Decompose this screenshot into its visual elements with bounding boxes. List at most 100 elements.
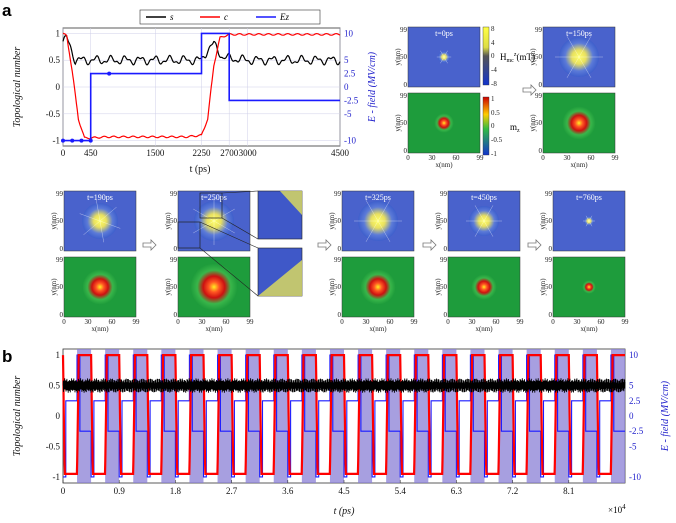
y2-tick-label: 5 (344, 55, 349, 65)
snapshot-xtick: 0 (176, 318, 180, 326)
snapshot-ytick: 99 (170, 256, 178, 264)
snapshot-ytick: 99 (545, 256, 553, 264)
snapshot-ytick: 50 (545, 217, 553, 225)
snapshot-vector (443, 56, 448, 64)
snapshot-ytick: 0 (60, 245, 64, 253)
snapshot-ytick: 50 (440, 217, 448, 225)
zoom-connector (199, 247, 259, 297)
chart-a-grid (62, 28, 341, 146)
snapshot-vector (578, 36, 592, 58)
x-tick-label: 4500 (331, 148, 350, 158)
snapshot-ytick: 0 (404, 147, 408, 155)
x-tick-label: 2.7 (226, 486, 238, 496)
snapshot-vector (377, 200, 391, 222)
x-tick-label: 450 (84, 148, 98, 158)
snapshot-ytick: 99 (56, 190, 64, 198)
series-ez-line (63, 32, 340, 142)
colorbar-h-tick-3: -4 (491, 66, 497, 74)
colorbar-m-tick-0: 1 (491, 95, 495, 103)
panel-label-a: a (2, 1, 12, 20)
chart-b-ticks: 0 0.9 1.8 2.7 3.6 4.5 5.4 6.3 7.2 8.1 -1 -0.5 0 0.5 1 1… (46, 350, 644, 496)
chart-a-series (61, 32, 341, 143)
chart-b-series (61, 354, 626, 478)
x-tick-label: 0 (61, 148, 66, 158)
snapshot-time-label: t=760ps (576, 193, 602, 202)
snapshot-xtick: 0 (340, 318, 344, 326)
snapshot-ylabel: y(nm) (539, 278, 547, 296)
x-tick-label: 1500 (146, 148, 165, 158)
snapshot-xtick: 60 (598, 318, 606, 326)
snapshot-ytick: 50 (334, 217, 342, 225)
colorbar-m-label: mz (510, 122, 520, 134)
chart-a-y2label: E - field (MV/cm) (367, 51, 378, 123)
x-tick-label: 8.1 (563, 486, 574, 496)
snapshot-xlabel: x(nm) (580, 325, 598, 333)
snapshot-vector (99, 220, 121, 229)
y-tick-label: 1 (56, 350, 61, 360)
x-tick-label: 3000 (239, 148, 258, 158)
snapshot-vector (483, 205, 494, 222)
colorbar-m-tick-1: 0.5 (491, 109, 500, 117)
snapshot-ylabel: y(nm) (50, 212, 58, 230)
snapshot-m-core (471, 274, 497, 300)
snapshot-vector (585, 215, 590, 222)
colorbar-m-bar (482, 96, 490, 156)
snapshot-xtick: 30 (469, 318, 477, 326)
snapshot-xtick: 30 (564, 154, 572, 162)
snapshot-ytick: 50 (56, 283, 64, 291)
snapshot-vector (440, 50, 445, 58)
snapshot-vector (474, 220, 485, 237)
snapshot-ytick: 99 (56, 256, 64, 264)
y2-tick-label: 10 (344, 28, 354, 38)
chart-a: 0 450 1500 2250 2700 3000 4500 -1 -0.5 0 0.5 1 10 5 2.… (12, 9, 378, 175)
snapshot-ylabel: y(nm) (529, 48, 537, 66)
snapshot-ytick: 0 (60, 311, 64, 319)
y-tick-label: -0.5 (46, 109, 61, 119)
snapshot-xtick: 60 (109, 318, 117, 326)
x-tick-label: 7.2 (507, 486, 518, 496)
snapshot-xtick: 60 (223, 318, 231, 326)
colorbar-h-tick-0: 8 (491, 25, 495, 33)
snapshot-xtick: 0 (406, 154, 410, 162)
snapshot-ytick: 0 (444, 245, 448, 253)
snapshot-vector (79, 213, 101, 222)
snapshot-xlabel: x(nm) (570, 161, 588, 169)
snapshot-ylabel: y(nm) (50, 278, 58, 296)
snapshot-m-core (582, 280, 596, 294)
x-tick-label: 0.9 (114, 486, 126, 496)
snapshot-vector (474, 205, 485, 222)
y-tick-label: 0 (56, 411, 61, 421)
x-tick-label: 0 (61, 486, 66, 496)
legend-label-c: c (224, 12, 228, 22)
chart-a-xlabel: t (ps) (190, 164, 211, 175)
y2-tick-label: 5 (629, 381, 634, 391)
y-tick-label: -1 (53, 472, 61, 482)
chart-a-legend: s c Ez (139, 9, 321, 25)
snapshot-ylabel: y(nm) (328, 278, 336, 296)
snapshot-m-core (360, 269, 396, 305)
chart-a-ticks: 0 450 1500 2250 2700 3000 4500 -1 -0.5 0 0.5 1 10 5 2.… (46, 28, 359, 158)
snapshot-xtick: 99 (612, 154, 620, 162)
y-tick-label: 0.5 (49, 381, 61, 391)
y2-tick-label: -10 (344, 136, 356, 146)
snapshot-ytick: 0 (444, 311, 448, 319)
ez-marker (61, 138, 65, 143)
snapshot-ytick: 99 (170, 190, 178, 198)
y2-tick-label: 0 (344, 82, 349, 92)
colorbar-h-label: Hmcz(mT) (500, 52, 535, 64)
snapshot-xtick: 99 (133, 318, 141, 326)
chart-b: 0 0.9 1.8 2.7 3.6 4.5 5.4 6.3 7.2 8.1 -1 -0.5 0 0.5 1 1… (12, 348, 671, 517)
snapshot-vector (99, 220, 104, 243)
snapshot-ylabel: y(nm) (539, 212, 547, 230)
colorbar-m-tick-2: 0 (491, 122, 495, 130)
arrow-right-icon (422, 239, 437, 251)
snapshot-vector (83, 220, 101, 236)
snapshot-ylabel: y(nm) (529, 114, 537, 132)
snapshot-vector (483, 220, 494, 237)
legend-box (139, 9, 321, 25)
series-s-line (62, 378, 626, 393)
zoom-connector (199, 221, 259, 249)
colorbar-h-label-sub: mc (507, 58, 515, 64)
snapshot-ytick: 0 (338, 311, 342, 319)
snapshot-vector (443, 50, 448, 58)
